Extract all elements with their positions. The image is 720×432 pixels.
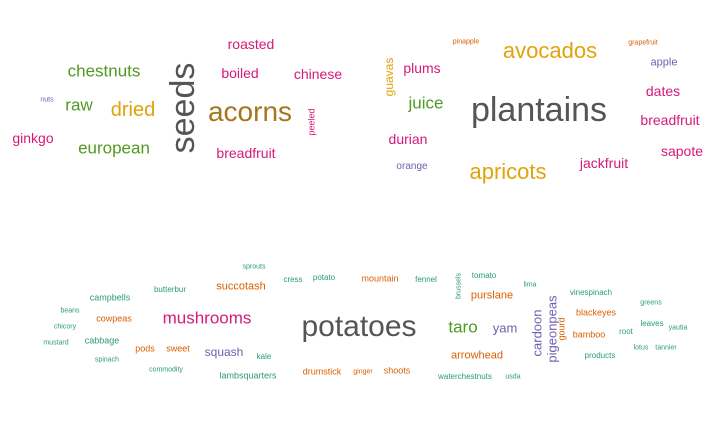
cloud-word-potato: potato — [312, 273, 336, 282]
cloud-word-cowpeas: cowpeas — [96, 313, 132, 324]
cloud-word-tomato: tomato — [471, 271, 497, 280]
cloud-word-avocados: avocados — [502, 38, 598, 63]
cloud-word-yautia: yautia — [668, 324, 688, 332]
cloud-word-jackfruit: jackfruit — [579, 155, 629, 171]
cloud-word-products: products — [584, 351, 616, 360]
cloud-word-lotus: lotus — [633, 344, 649, 352]
cloud-word-brussels: brussels — [455, 272, 463, 300]
cloud-word-taro: taro — [448, 317, 478, 337]
cloud-word-chestnuts: chestnuts — [67, 61, 141, 81]
cloud-word-kale: kale — [256, 352, 272, 361]
cloud-word-mountain: mountain — [361, 273, 399, 284]
cloud-word-lambsquarters: lambsquarters — [219, 370, 277, 381]
cloud-word-breadfruit: breadfruit — [640, 112, 700, 128]
cloud-word-potatoes: potatoes — [301, 310, 417, 343]
cloud-word-raw: raw — [65, 95, 93, 115]
cloud-word-sweet: sweet — [166, 343, 190, 354]
cloud-word-orange: orange — [396, 161, 428, 172]
cloud-word-dates: dates — [645, 83, 681, 99]
cloud-word-bamboo: bamboo — [572, 329, 606, 340]
cloud-word-juice: juice — [408, 93, 444, 113]
cloud-word-chinese: chinese — [293, 66, 343, 82]
cloud-word-pinapple: pinapple — [452, 38, 480, 46]
cloud-word-greens: greens — [640, 299, 662, 307]
cloud-word-breadfruit: breadfruit — [216, 145, 276, 161]
cloud-word-gourd: gourd — [556, 317, 567, 341]
cloud-word-peeled: peeled — [306, 108, 317, 136]
cloud-word-usda: usda — [505, 373, 521, 381]
cloud-word-vinespinach: vinespinach — [569, 288, 613, 297]
cloud-word-purslane: purslane — [470, 289, 514, 302]
cloud-word-sprouts: sprouts — [242, 263, 266, 271]
cloud-word-boiled: boiled — [221, 65, 259, 81]
cloud-word-guavas: guavas — [382, 57, 396, 97]
cloud-word-sapote: sapote — [660, 143, 704, 159]
cloud-word-squash: squash — [204, 345, 244, 359]
cloud-word-dried: dried — [110, 99, 156, 121]
cloud-word-root: root — [619, 327, 633, 336]
cloud-word-apple: apple — [650, 56, 678, 69]
cloud-word-tannier: tannier — [655, 344, 677, 352]
cloud-word-commodity: commodity — [149, 366, 183, 374]
cloud-word-pods: pods — [135, 343, 155, 354]
cloud-word-apricots: apricots — [469, 159, 547, 184]
cloud-word-mustard: mustard — [43, 339, 69, 347]
cloud-word-cress: cress — [283, 275, 303, 284]
cloud-word-nuts: nuts — [40, 96, 54, 104]
cloud-word-durian: durian — [388, 131, 428, 147]
cloud-word-spinach: spinach — [94, 356, 120, 364]
cloud-word-waterchestnuts: waterchestnuts — [438, 372, 492, 381]
cloud-word-lima: lima — [523, 281, 537, 289]
cloud-word-ginger: ginger — [353, 368, 373, 376]
cloud-word-blackeyes: blackeyes — [575, 307, 617, 318]
cloud-word-fennel: fennel — [415, 275, 437, 284]
cloud-word-arrowhead: arrowhead — [451, 349, 503, 362]
cloud-word-drumstick: drumstick — [302, 366, 342, 377]
cloud-word-roasted: roasted — [227, 36, 275, 52]
cloud-word-chicory: chicory — [53, 323, 77, 331]
cloud-word-european: european — [78, 138, 150, 158]
cloud-word-butterbur: butterbur — [153, 285, 187, 294]
cloud-word-acorns: acorns — [207, 96, 293, 127]
cloud-word-ginkgo: ginkgo — [12, 130, 54, 146]
cloud-word-campbells: campbells — [89, 292, 131, 303]
cloud-word-shoots: shoots — [383, 365, 411, 376]
cloud-word-cardoon: cardoon — [529, 309, 545, 357]
cloud-word-seeds: seeds — [164, 62, 202, 154]
cloud-word-mushrooms: mushrooms — [162, 308, 252, 328]
cloud-word-cabbage: cabbage — [84, 335, 120, 346]
cloud-word-plums: plums — [403, 60, 441, 76]
cloud-word-beans: beans — [60, 307, 80, 315]
cloud-word-leaves: leaves — [640, 319, 664, 328]
cloud-word-grapefruit: grapefruit — [628, 39, 658, 47]
cloud-word-succotash: succotash — [216, 280, 266, 293]
cloud-word-yam: yam — [492, 320, 518, 336]
cloud-word-plantains: plantains — [470, 91, 608, 129]
